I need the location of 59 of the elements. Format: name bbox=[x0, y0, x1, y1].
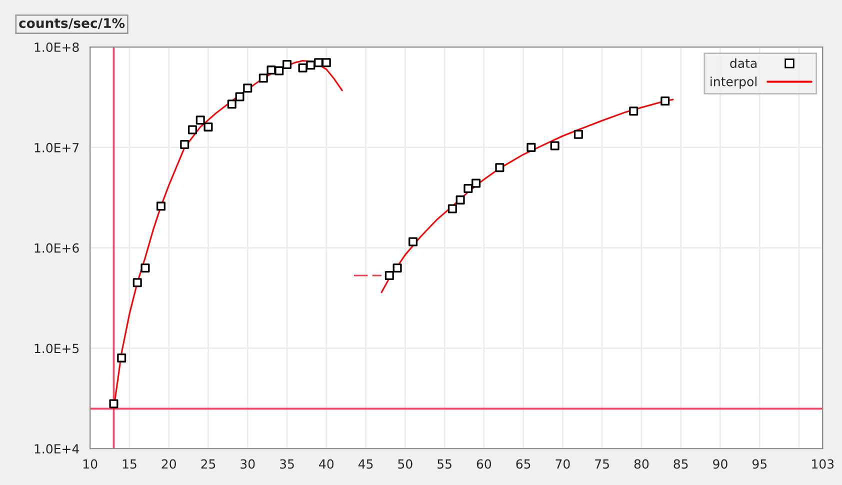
point bbox=[456, 195, 465, 204]
point bbox=[188, 125, 197, 134]
x-tick-label: 90 bbox=[713, 459, 728, 469]
y-tick-label: 1.0E+7 bbox=[34, 142, 79, 152]
y-tick-label: 1.0E+6 bbox=[34, 243, 79, 253]
point bbox=[109, 399, 118, 408]
legend-label: interpol bbox=[710, 76, 756, 89]
point bbox=[392, 263, 402, 272]
point bbox=[660, 96, 670, 106]
point bbox=[204, 122, 213, 132]
x-tick-label: 10 bbox=[84, 459, 98, 469]
x-tick-label: 20 bbox=[162, 459, 176, 469]
y-tick-label: 1.0E+8 bbox=[34, 42, 79, 52]
x-tick-label: 85 bbox=[674, 459, 688, 469]
point bbox=[448, 204, 457, 214]
point bbox=[408, 237, 418, 246]
point bbox=[306, 60, 316, 70]
point bbox=[495, 163, 504, 172]
point bbox=[282, 60, 292, 70]
x-tick-label: 75 bbox=[595, 459, 609, 469]
point bbox=[132, 278, 142, 288]
point bbox=[117, 353, 126, 362]
x-tick-label: 15 bbox=[122, 459, 136, 469]
point bbox=[526, 142, 536, 152]
legend-label: data bbox=[730, 58, 756, 68]
point bbox=[156, 202, 166, 211]
point bbox=[235, 92, 244, 102]
point bbox=[550, 141, 560, 150]
point bbox=[140, 263, 150, 272]
point bbox=[180, 140, 190, 149]
point bbox=[574, 130, 583, 139]
point bbox=[472, 178, 481, 188]
x-tick-label: 95 bbox=[752, 459, 766, 469]
x-tick-label: 50 bbox=[398, 459, 412, 469]
point bbox=[274, 66, 284, 76]
point bbox=[384, 271, 394, 280]
x-tick-label: 40 bbox=[319, 459, 334, 469]
x-tick-label: 45 bbox=[358, 459, 373, 469]
x-tick-label: 65 bbox=[516, 459, 530, 469]
point bbox=[196, 116, 205, 125]
x-tick-label: 60 bbox=[476, 459, 492, 469]
x-tick-label: 30 bbox=[240, 459, 255, 469]
x-tick-label: 70 bbox=[556, 459, 570, 469]
point bbox=[243, 84, 252, 93]
point bbox=[227, 100, 236, 109]
x-tick-label: 35 bbox=[280, 459, 294, 469]
y-axis-title: counts/sec/1% bbox=[19, 18, 125, 30]
x-tick-label: 80 bbox=[634, 459, 649, 469]
point bbox=[298, 63, 308, 72]
point bbox=[322, 58, 331, 68]
point bbox=[258, 74, 268, 83]
y-tick-label: 1.0E+4 bbox=[34, 444, 79, 454]
point bbox=[629, 106, 638, 116]
x-tick-label: 55 bbox=[438, 459, 452, 469]
x-tick-label: 25 bbox=[201, 459, 216, 469]
x-tick-label: 103 bbox=[812, 459, 834, 469]
point bbox=[314, 58, 324, 68]
point bbox=[464, 184, 473, 194]
y-tick-label: 1.0E+5 bbox=[34, 344, 79, 354]
